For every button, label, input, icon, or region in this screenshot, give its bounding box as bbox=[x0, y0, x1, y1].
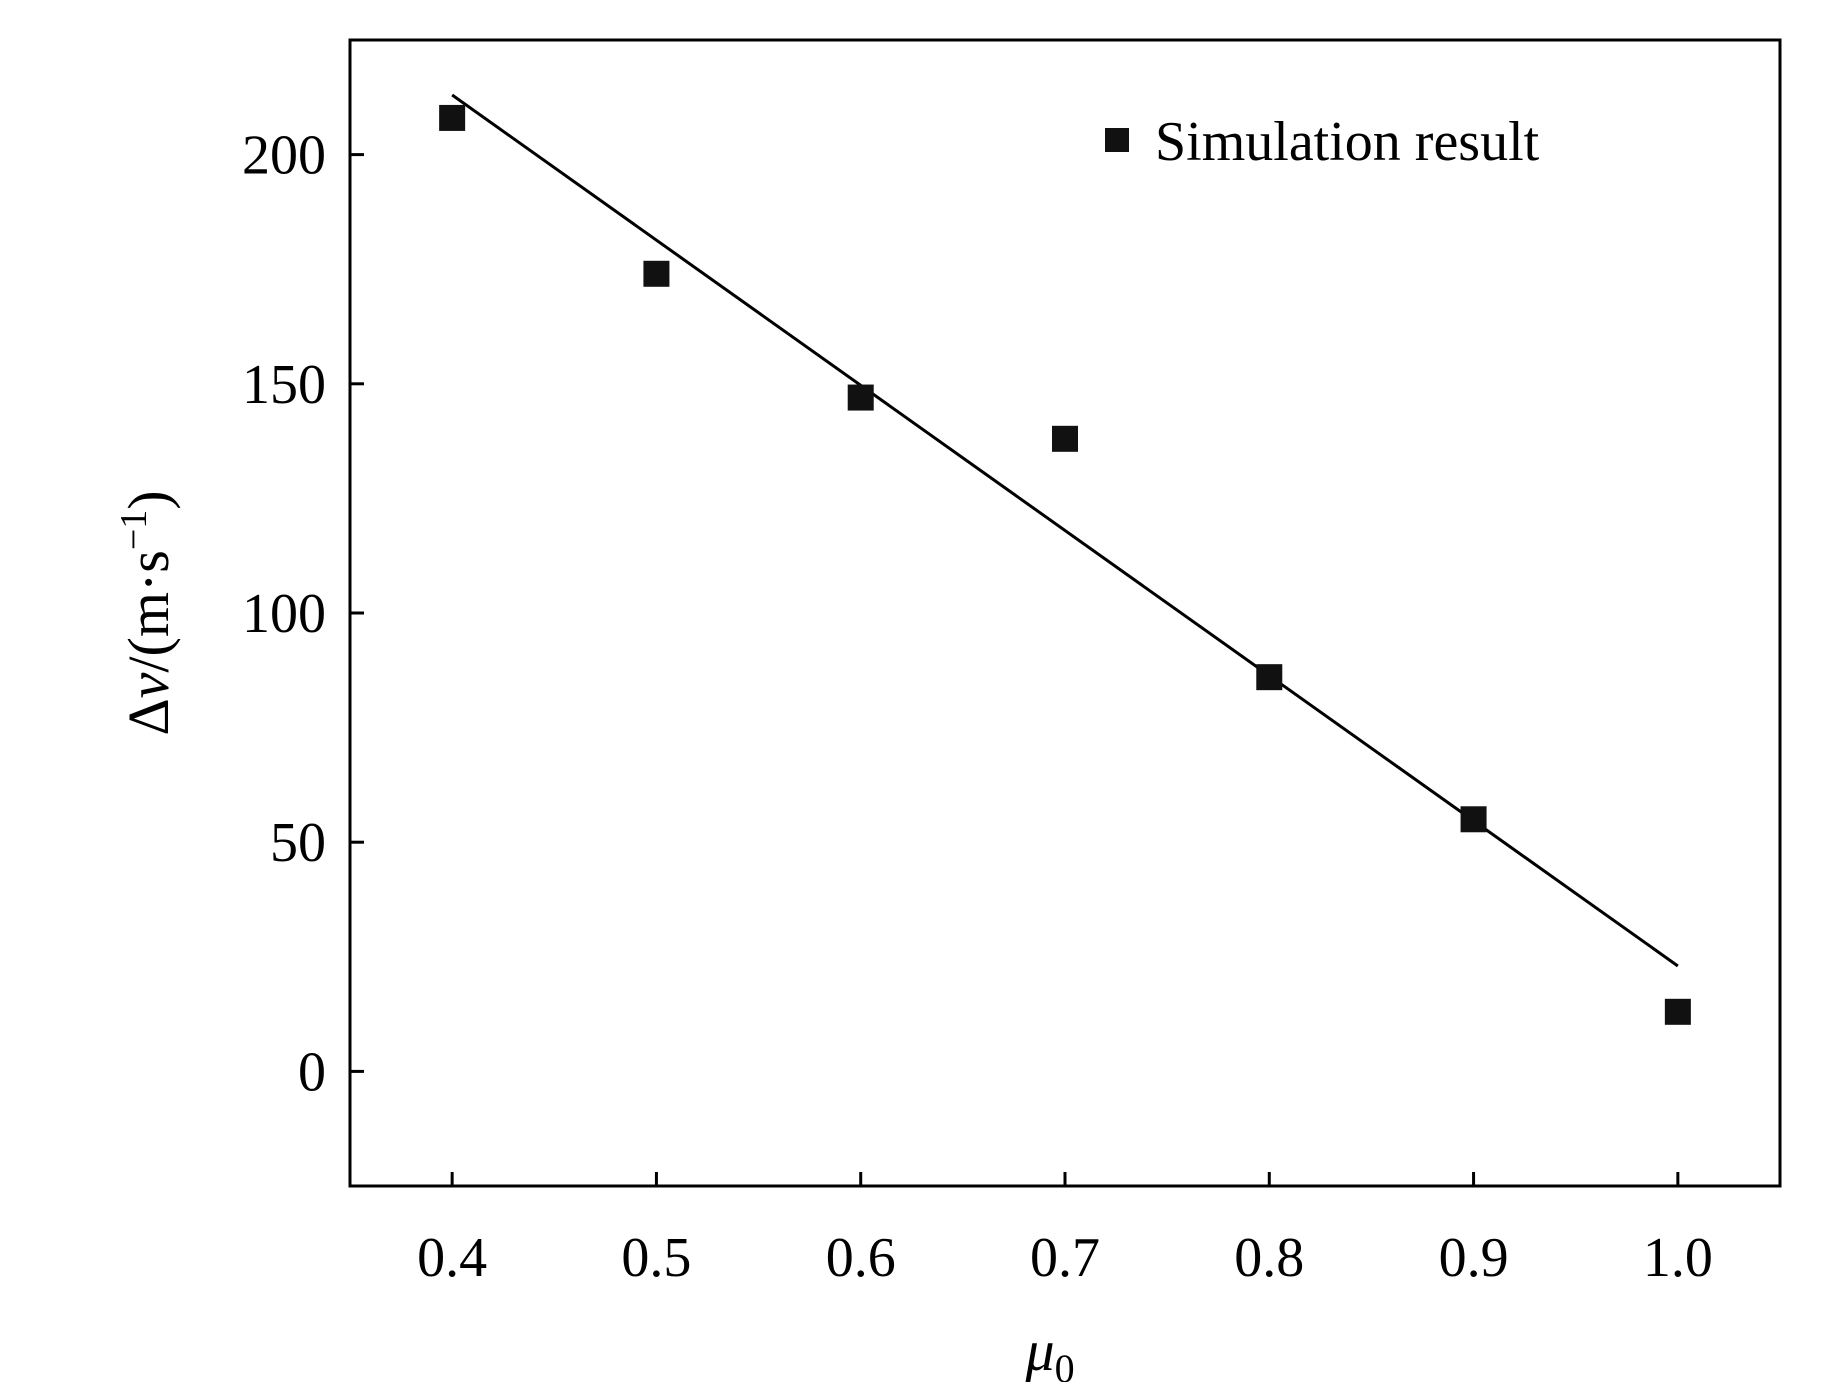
data-point bbox=[1460, 806, 1487, 833]
y-axis-label: Δv/(m·s−1) bbox=[113, 490, 181, 735]
legend-marker bbox=[1105, 128, 1129, 152]
data-point bbox=[1052, 425, 1078, 452]
legend-label: Simulation result bbox=[1155, 111, 1540, 173]
data-point bbox=[1664, 998, 1691, 1025]
y-tick-label: 150 bbox=[242, 354, 326, 416]
y-tick-label: 200 bbox=[242, 125, 326, 187]
data-point bbox=[439, 104, 466, 131]
data-point bbox=[847, 384, 874, 411]
x-tick-label: 0.8 bbox=[1234, 1227, 1304, 1289]
x-axis-label: μ0 bbox=[1024, 1318, 1074, 1382]
data-point bbox=[1256, 664, 1283, 691]
x-tick-label: 0.4 bbox=[417, 1227, 487, 1289]
fit-line bbox=[451, 93, 1679, 968]
data-point bbox=[643, 260, 670, 287]
x-tick-label: 0.5 bbox=[621, 1227, 691, 1289]
x-tick-label: 1.0 bbox=[1643, 1227, 1713, 1289]
data-points bbox=[439, 104, 1691, 1025]
plot-frame bbox=[348, 38, 1782, 1188]
y-tick-label: 0 bbox=[298, 1041, 326, 1103]
x-tick-label: 0.7 bbox=[1030, 1227, 1100, 1289]
x-tick-label: 0.6 bbox=[826, 1227, 896, 1289]
y-tick-label: 50 bbox=[270, 812, 326, 874]
y-tick-label: 100 bbox=[242, 583, 326, 645]
x-tick-label: 0.9 bbox=[1439, 1227, 1509, 1289]
x-axis-ticks: 0.4 0.5 0.6 0.7 0.8 0.9 1.0 bbox=[417, 1172, 1713, 1289]
y-axis-ticks: 0 50 100 150 200 bbox=[242, 125, 364, 1103]
